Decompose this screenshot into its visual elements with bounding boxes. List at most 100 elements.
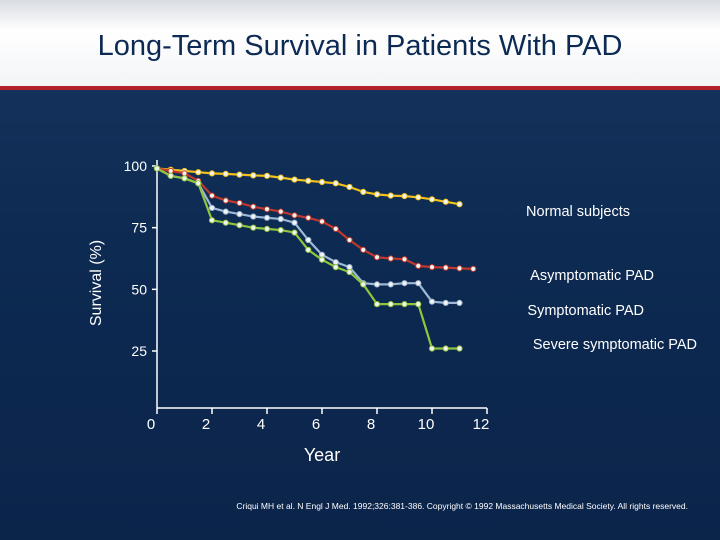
series-marker-2 (332, 259, 339, 266)
series-marker-0 (428, 196, 436, 203)
series-label-0: Normal subjects (526, 204, 630, 220)
series-marker-0 (346, 183, 353, 191)
series-marker-0 (305, 177, 312, 184)
series-marker-3 (428, 345, 436, 352)
series-label-3: Severe symptomatic PAD (533, 337, 697, 353)
series-marker-3 (346, 268, 353, 276)
series-marker-2 (387, 281, 394, 288)
series-marker-1 (387, 255, 394, 262)
series-marker-2 (318, 251, 326, 258)
series-marker-2 (277, 215, 284, 223)
series-marker-3 (305, 246, 312, 253)
series-marker-1 (291, 212, 298, 219)
series-marker-2 (305, 236, 312, 244)
series-marker-2 (208, 204, 216, 212)
series-marker-0 (195, 169, 202, 176)
series-marker-0 (360, 188, 367, 195)
series-label-2: Symptomatic PAD (527, 303, 644, 319)
series-marker-1 (415, 262, 422, 269)
slide-title: Long-Term Survival in Patients With PAD (97, 30, 623, 62)
series-marker-1 (250, 203, 257, 210)
series-line-3 (156, 167, 460, 350)
series-marker-3 (387, 301, 394, 308)
series-marker-0 (456, 201, 463, 208)
chart-labels: Normal subjects Asymptomatic PAD Symptomat… (526, 204, 697, 353)
source-citation: Criqui MH et al. N Engl J Med. 1992;326:… (236, 501, 688, 511)
title-band (0, 0, 720, 88)
series-marker-3 (401, 301, 408, 308)
series-marker-2 (442, 299, 449, 306)
series-marker-0 (373, 191, 381, 198)
series-marker-0 (401, 192, 408, 200)
series-marker-3 (318, 256, 326, 263)
series-marker-1 (208, 192, 216, 199)
series-marker-2 (346, 264, 353, 271)
chart-axes: 25 50 75 100 0 2 4 6 8 10 12 Year Survival (%) (88, 158, 489, 465)
series-marker-3 (442, 345, 449, 352)
x-tick-label: 10 (418, 416, 435, 433)
series-marker-0 (291, 176, 298, 183)
series-marker-1 (428, 264, 436, 271)
series-marker-3 (222, 219, 229, 226)
series-marker-3 (263, 225, 271, 232)
series-marker-2 (291, 219, 298, 226)
series-marker-1 (346, 236, 353, 244)
series-marker-0 (277, 174, 284, 181)
y-tick-label: 75 (131, 220, 147, 236)
chart-lines (153, 165, 477, 352)
x-axis-title: Year (304, 445, 340, 465)
title-rule (0, 86, 720, 90)
series-marker-2 (250, 213, 257, 220)
series-marker-0 (250, 172, 257, 179)
series-marker-2 (263, 214, 271, 221)
series-marker-3 (153, 165, 161, 172)
series-marker-2 (415, 280, 422, 287)
series-line-2 (156, 167, 460, 304)
x-tick-label: 8 (367, 416, 375, 433)
series-label-1: Asymptomatic PAD (530, 268, 654, 284)
series-marker-1 (332, 225, 339, 232)
series-marker-3 (360, 281, 367, 288)
series-marker-2 (236, 211, 243, 218)
series-marker-3 (236, 222, 243, 229)
x-tick-label: 6 (312, 416, 320, 433)
series-marker-1 (470, 265, 477, 272)
series-marker-1 (222, 197, 229, 204)
series-marker-2 (428, 298, 436, 305)
series-marker-1 (318, 218, 326, 225)
series-marker-3 (181, 175, 188, 182)
series-marker-2 (373, 281, 381, 288)
series-marker-3 (373, 301, 381, 308)
y-tick-label: 100 (124, 158, 148, 174)
series-marker-0 (442, 198, 449, 205)
series-marker-0 (208, 170, 216, 177)
y-tick-label: 25 (131, 343, 147, 359)
series-marker-3 (195, 180, 202, 187)
series-marker-1 (442, 264, 449, 271)
series-marker-0 (415, 194, 422, 201)
series-marker-1 (277, 208, 284, 215)
series-marker-3 (167, 172, 174, 179)
series-marker-3 (456, 345, 463, 352)
series-marker-1 (456, 265, 463, 272)
series-marker-3 (291, 229, 298, 236)
series-marker-2 (401, 280, 408, 287)
series-marker-1 (305, 214, 312, 221)
series-marker-1 (373, 254, 381, 261)
series-marker-1 (401, 256, 408, 263)
series-marker-2 (456, 299, 463, 306)
series-marker-0 (318, 178, 326, 186)
series-marker-0 (332, 180, 339, 187)
series-marker-3 (277, 227, 284, 234)
series-marker-3 (208, 217, 216, 224)
series-marker-0 (236, 171, 243, 178)
series-marker-0 (387, 192, 394, 199)
series-marker-1 (360, 246, 367, 253)
x-tick-label: 12 (473, 416, 490, 433)
y-tick-label: 50 (131, 281, 147, 297)
series-marker-2 (222, 208, 229, 215)
series-marker-1 (167, 167, 174, 175)
series-marker-3 (250, 224, 257, 231)
